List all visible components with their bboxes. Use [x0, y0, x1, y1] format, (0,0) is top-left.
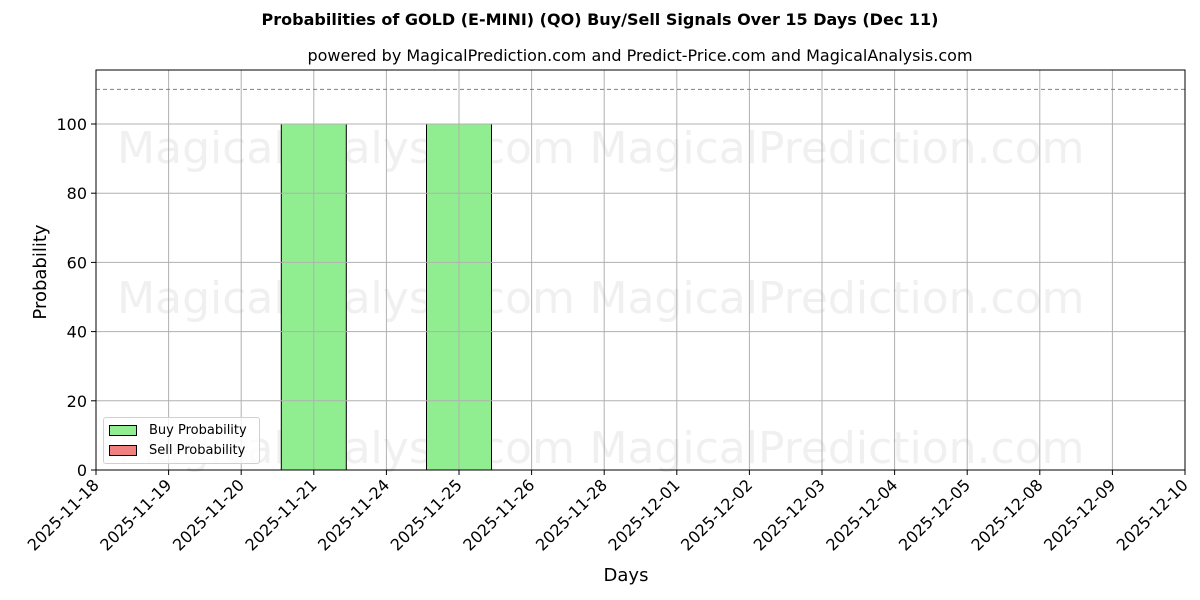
watermark-text: MagicalPrediction.com [590, 273, 1085, 324]
buy-swatch-icon [109, 424, 137, 436]
x-tick-label: 2025-12-01 [604, 475, 683, 554]
x-tick-label: 2025-11-25 [387, 475, 466, 554]
watermark-text: MagicalPrediction.com [590, 123, 1085, 174]
sell-swatch-icon [109, 444, 137, 456]
x-axis: 2025-11-182025-11-192025-11-202025-11-21… [24, 470, 1192, 555]
y-axis-label: Probability [30, 224, 51, 319]
x-tick-label: 2025-12-02 [677, 475, 756, 554]
x-tick-label: 2025-11-18 [24, 475, 103, 554]
chart-title: Probabilities of GOLD (E-MINI) (QO) Buy/… [261, 10, 939, 29]
y-tick-label: 40 [67, 323, 87, 342]
y-axis: 0 20 40 60 80 100 [56, 115, 96, 480]
x-tick-label: 2025-12-05 [895, 475, 974, 554]
x-tick-label: 2025-12-09 [1040, 475, 1119, 554]
plot-frame [95, 69, 1186, 471]
grid-lines [96, 70, 1185, 470]
legend-buy-label: Buy Probability [149, 422, 247, 438]
x-tick-label: 2025-11-28 [532, 475, 611, 554]
legend: Buy Probability Sell Probability [103, 417, 260, 464]
legend-item-buy: Buy Probability [109, 421, 247, 439]
watermarks: MagicalAnalysis.comMagicalAnalysis.comMa… [117, 123, 1084, 474]
x-tick-label: 2025-11-19 [96, 475, 175, 554]
x-tick-label: 2025-11-26 [459, 475, 538, 554]
x-tick-label: 2025-12-08 [967, 475, 1046, 554]
x-tick-label: 2025-11-20 [169, 475, 248, 554]
y-tick-label: 0 [77, 461, 87, 480]
x-tick-label: 2025-11-24 [314, 475, 393, 554]
chart-subtitle: powered by MagicalPrediction.com and Pre… [307, 46, 973, 65]
legend-item-sell: Sell Probability [109, 441, 245, 459]
x-axis-label: Days [604, 565, 649, 586]
x-tick-label: 2025-11-21 [241, 475, 320, 554]
legend-sell-label: Sell Probability [149, 442, 246, 458]
watermark-text: MagicalPrediction.com [590, 423, 1085, 474]
x-tick-label: 2025-12-04 [822, 475, 901, 554]
y-tick-label: 20 [67, 392, 87, 411]
y-tick-label: 60 [67, 253, 87, 272]
x-tick-label: 2025-12-03 [750, 475, 829, 554]
y-tick-label: 80 [67, 184, 87, 203]
x-tick-label: 2025-12-10 [1113, 475, 1192, 554]
y-tick-label: 100 [56, 115, 87, 134]
